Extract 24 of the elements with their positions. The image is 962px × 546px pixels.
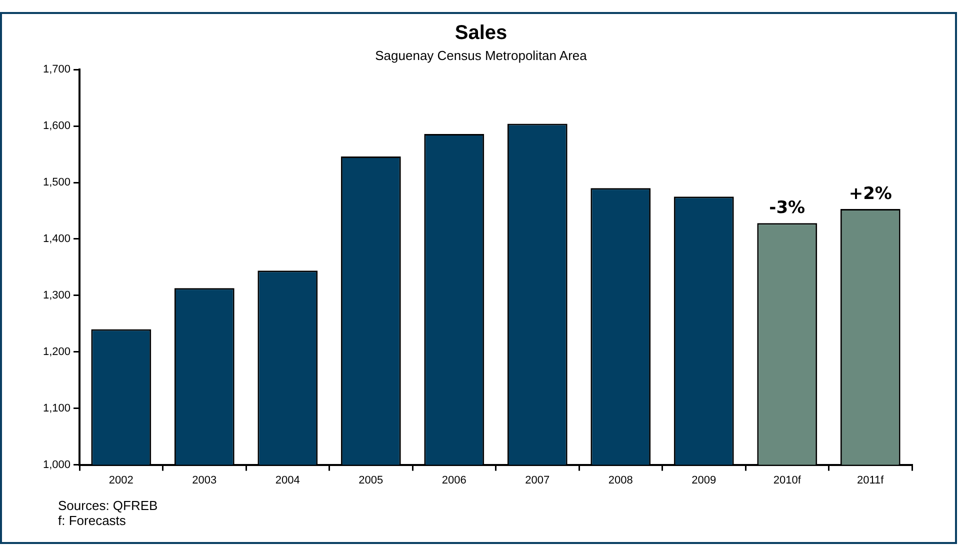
x-tick-label: 2007 xyxy=(525,474,550,486)
x-tick-label: 2002 xyxy=(108,474,134,486)
source-note: Sources: QFREB xyxy=(58,498,158,513)
y-tick-label: 1,700 xyxy=(42,64,71,76)
x-tick-label: 2011f xyxy=(857,474,885,486)
x-tick-label: 2003 xyxy=(192,474,217,486)
chart-title: Sales xyxy=(454,22,508,45)
y-tick-label: 1,400 xyxy=(42,233,71,246)
x-tick-label: 2004 xyxy=(275,474,300,486)
y-tick-label: 1,100 xyxy=(42,402,71,414)
text: f: Forecasts xyxy=(58,513,127,528)
x-tick-label: 2006 xyxy=(442,474,466,486)
x-tick-label: 2009 xyxy=(692,474,716,486)
chart-subtitle: Saguenay Census Metropolitan Area xyxy=(374,48,588,63)
annotation: +2% xyxy=(848,184,892,204)
annotation: -3% xyxy=(769,198,806,218)
x-tick-label: 2005 xyxy=(358,474,384,486)
x-tick-label: 2008 xyxy=(608,474,633,486)
y-tick-label: 1,300 xyxy=(42,289,71,302)
y-tick-label: 1,000 xyxy=(42,458,71,471)
y-tick-label: 1,200 xyxy=(42,346,71,358)
y-tick-label: 1,600 xyxy=(42,120,71,132)
x-tick-label: 2010f xyxy=(773,474,802,486)
y-tick-label: 1,500 xyxy=(42,176,71,189)
